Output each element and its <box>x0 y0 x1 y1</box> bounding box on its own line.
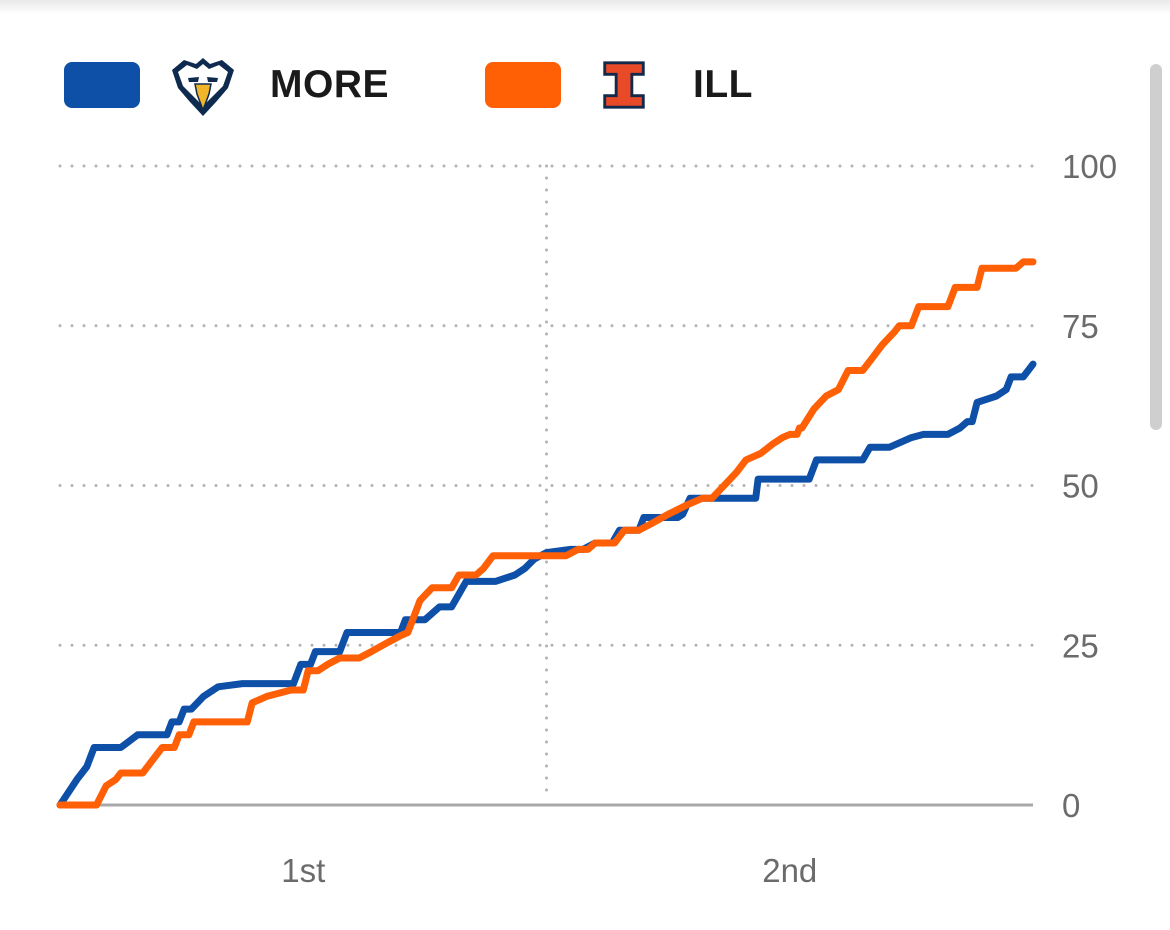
x-tick-label-1st: 1st <box>281 852 325 889</box>
card-top-shadow <box>0 0 1170 14</box>
legend-swatch-ill <box>485 62 561 108</box>
y-tick-label-50: 50 <box>1062 468 1099 505</box>
legend-item-ill: ILL <box>485 50 753 120</box>
eagle-logo-icon <box>172 58 234 116</box>
y-tick-label-75: 75 <box>1062 308 1099 345</box>
legend-item-more: MORE <box>64 50 389 120</box>
legend: MORE ILL <box>64 50 849 120</box>
block-i-logo-icon <box>603 61 645 109</box>
scrollbar[interactable] <box>1150 64 1162 430</box>
y-tick-label-25: 25 <box>1062 627 1099 664</box>
legend-swatch-more <box>64 62 140 108</box>
series-line-ill <box>56 258 1037 809</box>
x-tick-label-2nd: 2nd <box>762 852 817 889</box>
legend-label-more: MORE <box>270 63 389 106</box>
y-tick-label-0: 0 <box>1062 787 1080 824</box>
legend-label-ill: ILL <box>693 63 753 106</box>
y-tick-label-100: 100 <box>1062 148 1117 185</box>
